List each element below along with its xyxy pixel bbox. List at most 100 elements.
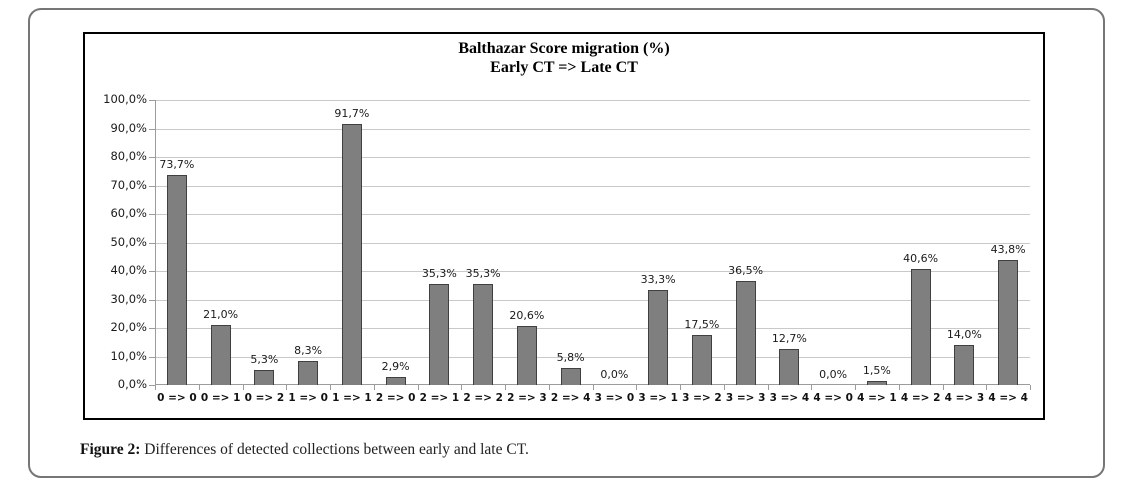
bar — [473, 284, 494, 385]
chart-title-line1: Balthazar Score migration (%) — [458, 40, 670, 57]
y-tick-label: 30,0% — [110, 291, 147, 306]
x-tick-label: 4 => 2 — [900, 392, 941, 404]
bar-value-label: 1,5% — [862, 363, 891, 377]
bar — [516, 326, 537, 385]
bar — [866, 380, 887, 385]
bar — [779, 348, 800, 385]
x-axis-tick — [373, 385, 375, 390]
y-axis-tick — [149, 214, 155, 215]
x-tick-label: 2 => 2 — [463, 392, 503, 404]
bar-value-label: 2,9% — [381, 359, 410, 373]
y-tick-label: 0,0% — [117, 377, 147, 391]
bar-value-label: 0,0% — [600, 368, 629, 381]
x-tick-label: 3 => 4 — [769, 392, 810, 404]
y-tick-label: 20,0% — [110, 320, 147, 334]
bar — [166, 174, 187, 385]
x-tick-label: 3 => 2 — [682, 392, 722, 404]
x-tick-label: 1 => 1 — [332, 392, 372, 404]
bar-value-label: 36,5% — [728, 263, 764, 277]
x-axis-tick — [898, 385, 900, 390]
y-axis-tick — [149, 385, 155, 386]
y-tick-label: 90,0% — [110, 120, 147, 135]
bar-value-label: 35,3% — [465, 267, 501, 281]
bar-value-label: 21,0% — [203, 308, 239, 322]
bar — [254, 369, 275, 385]
figure-caption: Figure 2: Differences of detected collec… — [80, 441, 529, 459]
bar — [298, 361, 319, 385]
y-tick-label: 70,0% — [110, 177, 147, 192]
x-tick-label: 2 => 0 — [375, 392, 416, 404]
gridline — [155, 271, 1030, 272]
figure-caption-text: Differences of detected collections betw… — [140, 441, 529, 458]
bar — [691, 335, 712, 385]
gridline — [155, 242, 1030, 244]
y-axis-tick — [149, 128, 155, 130]
y-tick-label: 10,0% — [110, 348, 147, 363]
bar-value-label: 33,3% — [640, 273, 676, 287]
bar — [560, 368, 581, 385]
x-tick-label: 4 => 3 — [944, 392, 985, 404]
x-tick-label: 3 => 0 — [594, 392, 635, 404]
bar-value-label: 91,7% — [334, 106, 370, 120]
x-tick-label: 1 => 0 — [288, 392, 328, 404]
x-tick-label: 4 => 1 — [857, 392, 897, 404]
bar-value-label: 5,8% — [556, 351, 585, 365]
plot-area: 0,0% 10,0% 20,0% 30,0% 40,0% 50,0% 60,0% 70,0% 8… — [103, 92, 1031, 404]
chart-border — [83, 32, 1045, 420]
gridline — [155, 128, 1030, 130]
x-axis-tick — [155, 385, 156, 390]
x-axis-tick — [986, 385, 988, 390]
bar-value-label: 17,5% — [684, 318, 720, 332]
x-axis-tick — [242, 385, 244, 390]
bar-value-label: 8,3% — [294, 344, 323, 358]
gridline — [155, 157, 1030, 158]
y-axis-tick — [149, 242, 155, 244]
x-tick-label: 2 => 1 — [419, 392, 460, 404]
bar-value-label: 73,7% — [159, 157, 195, 171]
y-tick-label: 80,0% — [110, 149, 147, 163]
y-axis-tick — [149, 185, 155, 187]
bar-value-label: 0,0% — [819, 368, 848, 381]
x-axis-tick — [636, 385, 638, 390]
chart-title: Balthazar Score migration (%) Early CT =… — [83, 39, 1045, 77]
bar — [998, 260, 1019, 385]
bar-value-label: 43,8% — [990, 243, 1026, 257]
x-tick-label: 0 => 2 — [244, 392, 285, 404]
x-axis-tick — [330, 385, 331, 390]
y-axis — [155, 100, 156, 385]
x-axis-tick — [767, 385, 769, 390]
y-axis-tick — [149, 356, 155, 358]
bar — [385, 376, 406, 385]
y-axis-tick — [149, 271, 155, 272]
x-axis-tick — [680, 385, 681, 390]
y-axis-tick — [149, 299, 155, 301]
bar — [735, 280, 756, 385]
x-tick-label: 2 => 3 — [507, 392, 547, 404]
bar-value-label: 12,7% — [771, 331, 807, 345]
x-tick-label: 3 => 3 — [725, 392, 766, 404]
y-tick-label: 40,0% — [110, 263, 147, 277]
x-axis-tick — [505, 385, 506, 390]
chart-title-line2: Early CT => Late CT — [490, 59, 638, 76]
bar — [648, 290, 669, 385]
bar-value-label: 35,3% — [421, 267, 457, 281]
x-axis-tick — [286, 385, 288, 390]
x-axis-tick — [855, 385, 856, 390]
x-axis — [155, 384, 1030, 385]
y-tick-label: 60,0% — [110, 206, 147, 220]
bar-value-label: 40,6% — [903, 252, 939, 266]
y-tick-label: 100,0% — [103, 92, 147, 106]
x-axis-tick — [811, 385, 813, 390]
gridline — [155, 328, 1030, 329]
x-tick-label: 2 => 4 — [550, 392, 591, 404]
figure-caption-label: Figure 2: — [80, 441, 141, 458]
x-axis-tick — [942, 385, 944, 390]
y-axis-tick — [149, 100, 155, 101]
gridline — [155, 356, 1030, 358]
y-tick-label: 50,0% — [110, 234, 147, 249]
bar — [954, 345, 975, 385]
x-tick-label: 4 => 4 — [988, 392, 1028, 404]
x-axis-tick — [461, 385, 463, 390]
x-axis-tick — [548, 385, 550, 390]
